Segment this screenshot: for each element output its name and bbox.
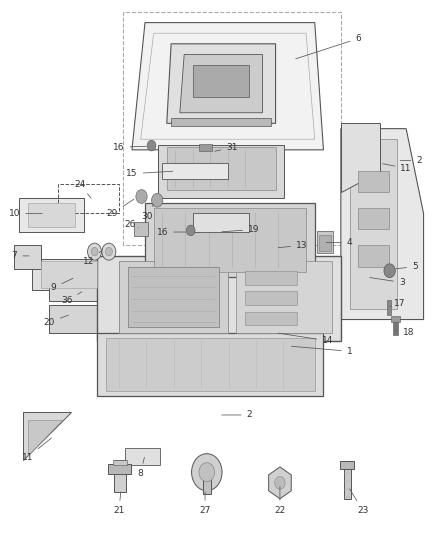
Circle shape bbox=[152, 193, 163, 207]
Text: 29: 29 bbox=[107, 199, 134, 218]
Text: 23: 23 bbox=[350, 489, 368, 515]
Polygon shape bbox=[97, 333, 323, 397]
Circle shape bbox=[275, 477, 285, 489]
Text: 5: 5 bbox=[396, 262, 418, 271]
Text: 7: 7 bbox=[11, 252, 29, 261]
Text: 27: 27 bbox=[199, 492, 211, 515]
Polygon shape bbox=[97, 256, 341, 341]
Text: 4: 4 bbox=[326, 238, 353, 247]
Polygon shape bbox=[132, 22, 323, 150]
Text: 3: 3 bbox=[370, 278, 405, 287]
Circle shape bbox=[88, 243, 102, 260]
Polygon shape bbox=[162, 163, 228, 179]
Text: 2: 2 bbox=[400, 156, 422, 165]
Bar bbox=[317, 231, 333, 253]
Text: 24: 24 bbox=[74, 180, 91, 198]
Circle shape bbox=[106, 247, 113, 256]
Polygon shape bbox=[145, 203, 315, 277]
Polygon shape bbox=[28, 420, 62, 455]
Bar bbox=[109, 464, 131, 474]
Circle shape bbox=[102, 243, 116, 260]
Circle shape bbox=[384, 264, 395, 278]
Polygon shape bbox=[106, 338, 315, 391]
Bar bbox=[340, 461, 354, 469]
Text: 36: 36 bbox=[61, 292, 82, 305]
Circle shape bbox=[136, 190, 147, 204]
Text: 6: 6 bbox=[296, 34, 361, 59]
Text: 12: 12 bbox=[83, 251, 102, 265]
Text: 10: 10 bbox=[9, 209, 42, 218]
Bar bbox=[393, 318, 398, 335]
Text: 30: 30 bbox=[141, 204, 154, 221]
Polygon shape bbox=[171, 118, 271, 126]
Bar bbox=[245, 292, 297, 305]
Bar bbox=[358, 171, 389, 192]
Text: 9: 9 bbox=[51, 278, 73, 292]
Polygon shape bbox=[167, 44, 276, 123]
Circle shape bbox=[91, 247, 98, 256]
Bar bbox=[319, 235, 331, 251]
Polygon shape bbox=[237, 261, 332, 333]
Polygon shape bbox=[193, 65, 250, 97]
Polygon shape bbox=[127, 266, 219, 327]
Text: 17: 17 bbox=[390, 299, 405, 308]
Circle shape bbox=[191, 454, 222, 491]
Text: 20: 20 bbox=[43, 315, 68, 327]
Polygon shape bbox=[193, 214, 250, 232]
Text: 2: 2 bbox=[222, 410, 252, 419]
Text: 16: 16 bbox=[113, 143, 147, 152]
Text: 31: 31 bbox=[215, 143, 238, 152]
Text: 8: 8 bbox=[138, 457, 145, 478]
Circle shape bbox=[199, 463, 215, 482]
Polygon shape bbox=[32, 259, 106, 290]
Polygon shape bbox=[341, 123, 380, 192]
Polygon shape bbox=[350, 139, 397, 309]
Bar bbox=[358, 245, 389, 266]
Polygon shape bbox=[125, 448, 160, 465]
Polygon shape bbox=[14, 245, 41, 269]
Bar bbox=[203, 471, 211, 495]
Bar bbox=[388, 301, 391, 316]
Polygon shape bbox=[154, 208, 306, 272]
Text: 19: 19 bbox=[222, 225, 260, 234]
Bar bbox=[358, 208, 389, 229]
Polygon shape bbox=[28, 203, 75, 227]
Text: 14: 14 bbox=[278, 333, 333, 345]
Text: 13: 13 bbox=[278, 241, 307, 250]
Bar bbox=[199, 144, 212, 151]
Circle shape bbox=[186, 225, 195, 236]
Bar bbox=[245, 312, 297, 325]
Text: 26: 26 bbox=[124, 220, 138, 229]
Bar bbox=[245, 271, 297, 285]
Bar bbox=[114, 460, 126, 492]
Text: 22: 22 bbox=[274, 487, 286, 515]
Bar bbox=[391, 317, 399, 321]
Polygon shape bbox=[49, 278, 115, 301]
Text: 16: 16 bbox=[157, 228, 186, 237]
Polygon shape bbox=[49, 305, 123, 333]
Text: 11: 11 bbox=[383, 164, 412, 173]
Polygon shape bbox=[180, 54, 262, 113]
Polygon shape bbox=[19, 198, 84, 232]
Text: 1: 1 bbox=[291, 346, 353, 356]
Polygon shape bbox=[119, 261, 228, 333]
Text: 21: 21 bbox=[113, 492, 124, 515]
Bar bbox=[344, 461, 351, 499]
Bar bbox=[134, 222, 148, 236]
Text: 18: 18 bbox=[396, 328, 414, 337]
Polygon shape bbox=[23, 413, 71, 460]
Circle shape bbox=[147, 140, 156, 151]
Polygon shape bbox=[167, 147, 276, 190]
Text: 15: 15 bbox=[126, 169, 173, 178]
Polygon shape bbox=[341, 128, 424, 319]
Polygon shape bbox=[41, 261, 97, 288]
Polygon shape bbox=[158, 144, 284, 198]
Bar bbox=[113, 460, 127, 465]
Text: 11: 11 bbox=[22, 438, 51, 462]
